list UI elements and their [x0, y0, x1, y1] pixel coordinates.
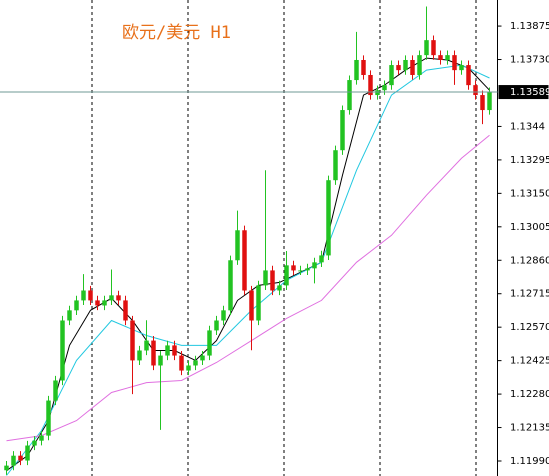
- candle-body: [137, 350, 142, 361]
- candle-body: [151, 340, 156, 366]
- candle-body: [235, 230, 240, 261]
- current-price-label: 1.13589: [510, 87, 549, 98]
- candle-body: [326, 180, 331, 256]
- candle-body: [291, 265, 296, 271]
- candle-body: [466, 65, 471, 86]
- candle-body: [305, 268, 310, 271]
- candle-body: [375, 90, 380, 96]
- y-tick-label: 1.13150: [510, 188, 549, 199]
- candle-body: [452, 55, 457, 71]
- candle-body: [340, 110, 345, 151]
- candle-body: [116, 295, 121, 301]
- y-tick-label: 1.12570: [510, 322, 549, 333]
- chart-title: 欧元/美元 H1: [122, 23, 231, 43]
- candle-body: [438, 55, 443, 60]
- y-tick-label: 1.12135: [510, 423, 549, 434]
- candle-body: [361, 59, 366, 75]
- candle-body: [417, 55, 422, 75]
- candle-body: [102, 300, 107, 306]
- candle-body: [11, 455, 16, 466]
- y-tick-label: 1.12715: [510, 289, 549, 300]
- period-separators: [91, 0, 477, 476]
- candle-body: [431, 40, 436, 56]
- candle-body: [263, 270, 268, 286]
- candle-body: [256, 285, 261, 321]
- candle-body: [39, 435, 44, 441]
- candle-body: [109, 295, 114, 301]
- candle-body: [144, 340, 149, 351]
- y-tick-label: 1.13730: [510, 55, 549, 66]
- candle-body: [123, 300, 128, 321]
- candle-body: [53, 380, 58, 401]
- candle-body: [221, 310, 226, 321]
- candle-body: [81, 290, 86, 301]
- candle-body: [354, 59, 359, 81]
- candle-body: [200, 355, 205, 361]
- y-tick-label: 1.12425: [510, 356, 549, 367]
- candle-body: [459, 65, 464, 71]
- candle-body: [480, 95, 485, 111]
- candle-body: [4, 465, 9, 471]
- candle-body: [25, 445, 30, 461]
- current-price-box: [498, 85, 549, 100]
- candle-body: [396, 65, 401, 71]
- candle-body: [130, 320, 135, 361]
- candle-body: [333, 150, 338, 181]
- candle-body: [46, 400, 51, 436]
- candle-body: [487, 92, 492, 111]
- candle-body: [67, 310, 72, 321]
- candle-body: [312, 262, 317, 269]
- candle-body: [193, 360, 198, 366]
- candle-body: [179, 355, 184, 371]
- y-tick-label: 1.12860: [510, 255, 549, 266]
- candle-body: [382, 85, 387, 91]
- y-tick-label: 1.12280: [510, 389, 549, 400]
- candle-body: [32, 440, 37, 446]
- candle-body: [277, 285, 282, 291]
- candle-body: [389, 65, 394, 86]
- candle-body: [88, 290, 93, 301]
- candle-body: [172, 345, 177, 356]
- candle-body: [165, 345, 170, 356]
- candle-body: [207, 330, 212, 356]
- y-tick-label: 1.13005: [510, 222, 549, 233]
- candle-body: [60, 320, 65, 381]
- candle-body: [74, 300, 79, 311]
- candle-body: [228, 260, 233, 311]
- candle-body: [473, 85, 478, 96]
- candle-body: [186, 365, 191, 371]
- candle-body: [347, 80, 352, 111]
- candle-body: [95, 300, 100, 306]
- candle-body: [298, 270, 303, 272]
- candle-body: [410, 59, 415, 75]
- candle-body: [18, 455, 23, 461]
- candle-body: [214, 320, 219, 331]
- candle-body: [368, 74, 373, 96]
- candle-body: [445, 55, 450, 60]
- candle-body: [284, 265, 289, 286]
- y-tick-label: 1.13875: [510, 21, 549, 32]
- y-tick-label: 1.1344: [510, 121, 545, 132]
- candle-body: [319, 255, 324, 263]
- candle-body: [270, 270, 275, 291]
- candle-body: [158, 355, 163, 366]
- y-tick-label: 1.11990: [510, 456, 549, 467]
- candle-body: [424, 40, 429, 56]
- candle-body: [249, 290, 254, 321]
- candle-body: [242, 230, 247, 291]
- moving-average-line: [6, 57, 490, 472]
- y-tick-label: 1.13295: [510, 155, 549, 166]
- candle-body: [403, 59, 408, 71]
